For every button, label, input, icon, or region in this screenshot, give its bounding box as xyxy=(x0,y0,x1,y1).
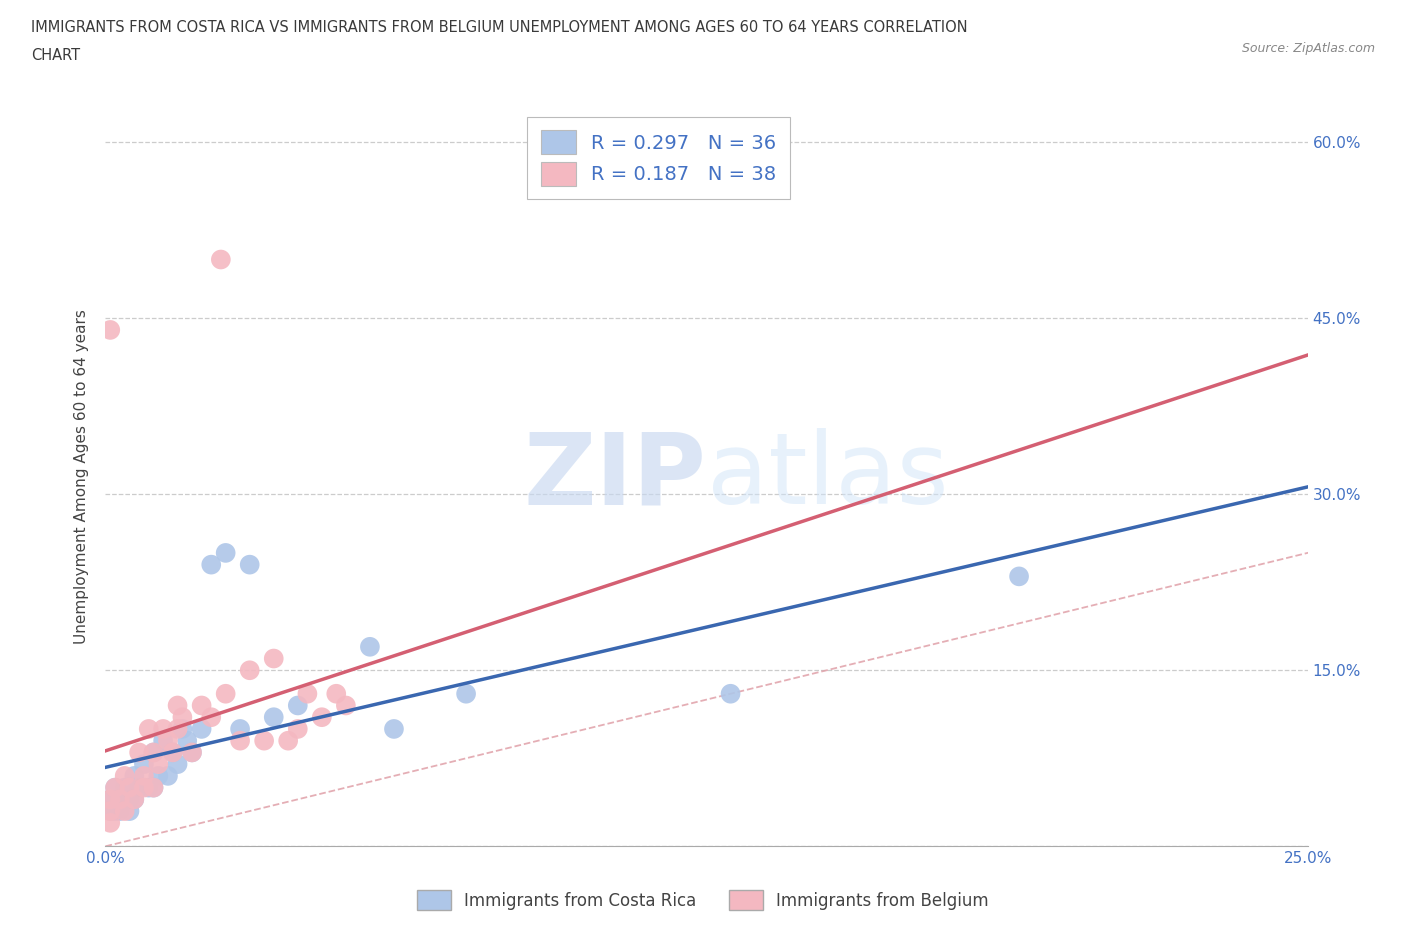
Point xyxy=(138,722,160,737)
Point xyxy=(325,686,347,701)
Point xyxy=(382,722,405,737)
Point xyxy=(214,546,236,561)
Point xyxy=(124,768,146,783)
Text: CHART: CHART xyxy=(31,48,80,63)
Text: Source: ZipAtlas.com: Source: ZipAtlas.com xyxy=(1241,42,1375,55)
Point xyxy=(132,780,155,795)
Point xyxy=(166,698,188,713)
Point xyxy=(162,745,184,760)
Point xyxy=(209,252,232,267)
Point xyxy=(108,792,131,807)
Point xyxy=(152,733,174,748)
Point xyxy=(720,686,742,701)
Point xyxy=(108,792,131,807)
Point xyxy=(263,710,285,724)
Point xyxy=(124,792,146,807)
Point xyxy=(98,816,121,830)
Point xyxy=(359,639,381,654)
Point xyxy=(200,710,222,724)
Point xyxy=(152,722,174,737)
Point xyxy=(114,768,136,783)
Point xyxy=(98,792,121,807)
Point xyxy=(454,686,477,701)
Point xyxy=(114,780,136,795)
Legend: Immigrants from Costa Rica, Immigrants from Belgium: Immigrants from Costa Rica, Immigrants f… xyxy=(411,884,995,917)
Point xyxy=(128,780,150,795)
Point xyxy=(229,733,252,748)
Point xyxy=(98,804,121,818)
Point xyxy=(104,780,127,795)
Point xyxy=(118,804,141,818)
Point xyxy=(181,745,204,760)
Point xyxy=(263,651,285,666)
Point xyxy=(190,698,212,713)
Point xyxy=(142,745,165,760)
Point xyxy=(98,804,121,818)
Point xyxy=(128,745,150,760)
Point xyxy=(172,710,194,724)
Point xyxy=(132,757,155,772)
Y-axis label: Unemployment Among Ages 60 to 64 years: Unemployment Among Ages 60 to 64 years xyxy=(75,309,90,644)
Point xyxy=(287,722,309,737)
Point xyxy=(181,745,204,760)
Point xyxy=(190,722,212,737)
Point xyxy=(148,768,170,783)
Text: IMMIGRANTS FROM COSTA RICA VS IMMIGRANTS FROM BELGIUM UNEMPLOYMENT AMONG AGES 60: IMMIGRANTS FROM COSTA RICA VS IMMIGRANTS… xyxy=(31,20,967,35)
Point xyxy=(142,780,165,795)
Point xyxy=(98,323,121,338)
Point xyxy=(156,733,179,748)
Point xyxy=(166,757,188,772)
Point xyxy=(132,768,155,783)
Point xyxy=(142,780,165,795)
Point xyxy=(98,792,121,807)
Point xyxy=(138,780,160,795)
Point xyxy=(118,780,141,795)
Point xyxy=(104,804,127,818)
Point xyxy=(124,792,146,807)
Text: atlas: atlas xyxy=(707,428,948,525)
Point xyxy=(229,722,252,737)
Point xyxy=(1008,569,1031,584)
Point xyxy=(335,698,357,713)
Point xyxy=(148,757,170,772)
Point xyxy=(166,722,188,737)
Legend: R = 0.297   N = 36, R = 0.187   N = 38: R = 0.297 N = 36, R = 0.187 N = 38 xyxy=(527,116,790,199)
Point xyxy=(239,557,262,572)
Point xyxy=(253,733,276,748)
Point xyxy=(176,733,198,748)
Point xyxy=(200,557,222,572)
Point xyxy=(108,804,131,818)
Point xyxy=(118,792,141,807)
Point xyxy=(239,663,262,678)
Point xyxy=(104,780,127,795)
Text: ZIP: ZIP xyxy=(523,428,707,525)
Point xyxy=(311,710,333,724)
Point xyxy=(287,698,309,713)
Point xyxy=(214,686,236,701)
Point xyxy=(172,722,194,737)
Point xyxy=(162,745,184,760)
Point xyxy=(277,733,299,748)
Point xyxy=(297,686,319,701)
Point xyxy=(156,768,179,783)
Point xyxy=(142,745,165,760)
Point xyxy=(114,804,136,818)
